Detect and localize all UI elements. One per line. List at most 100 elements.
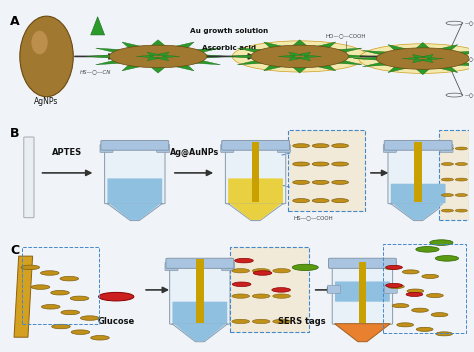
- Circle shape: [386, 283, 402, 288]
- Text: AgNPs: AgNPs: [34, 97, 59, 106]
- Circle shape: [427, 294, 443, 297]
- Circle shape: [456, 194, 467, 196]
- Polygon shape: [402, 57, 418, 60]
- Circle shape: [430, 240, 453, 245]
- Polygon shape: [14, 256, 33, 337]
- Text: Au growth solution: Au growth solution: [190, 28, 268, 34]
- Polygon shape: [172, 324, 228, 342]
- FancyBboxPatch shape: [288, 130, 365, 211]
- Circle shape: [51, 290, 69, 295]
- Polygon shape: [336, 54, 372, 59]
- Circle shape: [406, 293, 423, 296]
- Polygon shape: [195, 54, 230, 59]
- Polygon shape: [168, 42, 194, 50]
- Polygon shape: [185, 59, 220, 65]
- FancyBboxPatch shape: [332, 267, 392, 324]
- FancyBboxPatch shape: [222, 263, 235, 271]
- Polygon shape: [353, 56, 388, 61]
- Text: HO—○—COOH: HO—○—COOH: [326, 33, 366, 38]
- Text: —○—COOH: —○—COOH: [465, 56, 474, 61]
- Circle shape: [70, 296, 89, 301]
- Circle shape: [388, 284, 404, 289]
- Circle shape: [411, 308, 428, 312]
- Polygon shape: [237, 59, 273, 65]
- Polygon shape: [147, 52, 161, 56]
- Text: C: C: [10, 244, 19, 257]
- Circle shape: [232, 269, 249, 273]
- Polygon shape: [86, 54, 121, 59]
- FancyBboxPatch shape: [226, 149, 286, 204]
- Polygon shape: [185, 48, 220, 54]
- Circle shape: [441, 163, 454, 165]
- Polygon shape: [297, 57, 310, 61]
- Polygon shape: [155, 57, 169, 61]
- Polygon shape: [310, 42, 336, 50]
- Polygon shape: [147, 57, 161, 61]
- Circle shape: [407, 289, 424, 293]
- FancyBboxPatch shape: [335, 282, 390, 302]
- FancyBboxPatch shape: [384, 285, 397, 293]
- Circle shape: [332, 199, 348, 203]
- Polygon shape: [413, 43, 432, 51]
- Circle shape: [273, 319, 291, 323]
- Bar: [414, 142, 422, 202]
- Text: HS—○—CN: HS—○—CN: [80, 70, 111, 75]
- FancyBboxPatch shape: [328, 258, 396, 268]
- Circle shape: [422, 274, 438, 278]
- Polygon shape: [388, 64, 413, 73]
- Polygon shape: [136, 55, 153, 58]
- Circle shape: [252, 294, 270, 298]
- Polygon shape: [168, 63, 194, 71]
- Bar: [196, 259, 203, 322]
- Bar: [359, 262, 366, 322]
- Text: —○—COOH: —○—COOH: [465, 21, 474, 26]
- Polygon shape: [412, 55, 425, 58]
- Circle shape: [293, 180, 310, 184]
- Ellipse shape: [232, 41, 367, 72]
- Text: —○—COOH: —○—COOH: [465, 93, 474, 98]
- Polygon shape: [155, 52, 169, 56]
- Polygon shape: [109, 203, 161, 220]
- Circle shape: [436, 332, 453, 336]
- Circle shape: [60, 276, 79, 281]
- Text: A: A: [10, 14, 20, 27]
- Circle shape: [232, 282, 251, 287]
- Circle shape: [91, 335, 109, 340]
- Polygon shape: [327, 48, 362, 54]
- Text: APTES: APTES: [53, 148, 82, 157]
- Circle shape: [456, 209, 467, 212]
- Polygon shape: [290, 40, 310, 48]
- FancyBboxPatch shape: [222, 140, 290, 150]
- Circle shape: [99, 293, 134, 301]
- Circle shape: [52, 324, 70, 329]
- FancyBboxPatch shape: [156, 144, 170, 152]
- FancyBboxPatch shape: [388, 149, 448, 204]
- FancyBboxPatch shape: [440, 144, 453, 152]
- Circle shape: [40, 271, 59, 275]
- Polygon shape: [335, 324, 390, 342]
- Polygon shape: [264, 42, 290, 50]
- Polygon shape: [163, 55, 180, 58]
- FancyBboxPatch shape: [101, 140, 169, 150]
- Polygon shape: [363, 51, 397, 56]
- Polygon shape: [290, 65, 310, 73]
- Polygon shape: [228, 54, 263, 59]
- Circle shape: [272, 288, 291, 292]
- Polygon shape: [237, 48, 273, 54]
- Circle shape: [273, 269, 291, 273]
- Polygon shape: [289, 57, 302, 61]
- Circle shape: [232, 319, 249, 323]
- Circle shape: [252, 319, 270, 323]
- Circle shape: [416, 327, 433, 331]
- Circle shape: [312, 199, 329, 203]
- Text: B: B: [10, 127, 20, 140]
- Ellipse shape: [109, 45, 207, 68]
- Circle shape: [383, 265, 400, 269]
- Text: HS—○—COOH: HS—○—COOH: [294, 215, 334, 220]
- Bar: [252, 142, 259, 202]
- FancyBboxPatch shape: [383, 144, 396, 152]
- Polygon shape: [96, 48, 131, 54]
- Ellipse shape: [359, 44, 474, 73]
- Polygon shape: [289, 52, 302, 56]
- Polygon shape: [310, 63, 336, 71]
